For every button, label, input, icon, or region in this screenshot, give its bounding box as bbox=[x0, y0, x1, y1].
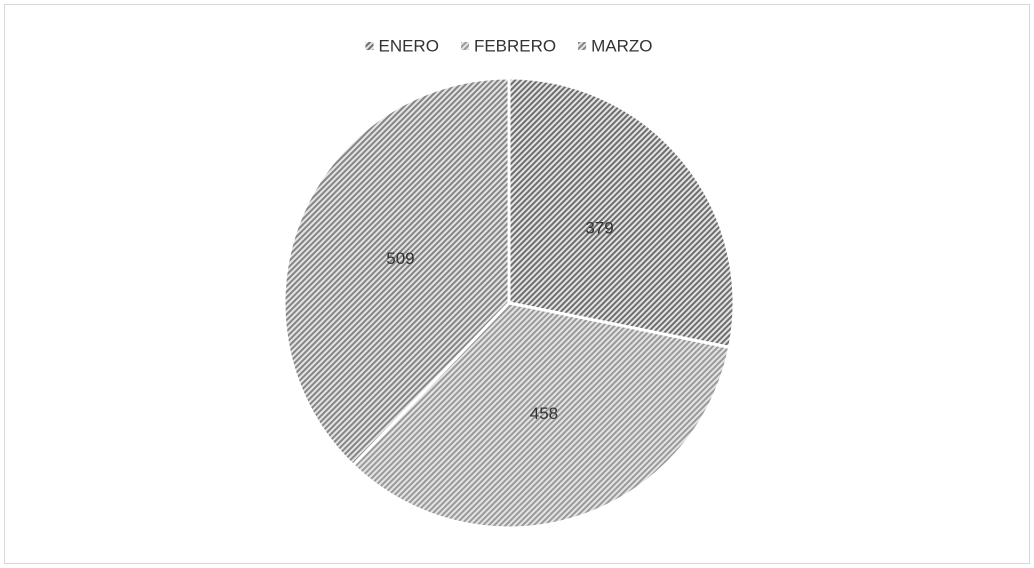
data-label: 458 bbox=[530, 404, 558, 423]
legend-label: MARZO bbox=[591, 36, 652, 55]
data-label: 509 bbox=[386, 249, 414, 268]
legend-label: ENERO bbox=[378, 36, 438, 55]
data-label: 379 bbox=[585, 218, 613, 237]
pie-slice bbox=[350, 301, 732, 530]
legend-label: FEBRERO bbox=[474, 36, 556, 55]
legend-swatch bbox=[365, 42, 374, 50]
legend-swatch bbox=[460, 42, 469, 50]
chart-frame bbox=[4, 4, 1030, 564]
pie-slice bbox=[507, 76, 736, 350]
legend: ENERO FEBRERO MARZO bbox=[365, 36, 653, 55]
pie-slice bbox=[282, 76, 511, 468]
legend-swatch bbox=[578, 42, 587, 50]
